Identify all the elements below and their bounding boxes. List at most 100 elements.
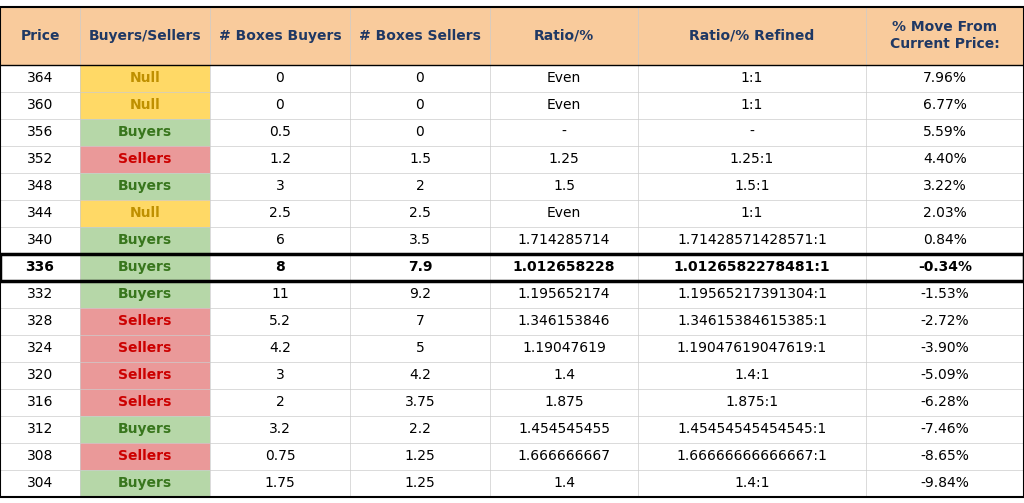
Text: 2: 2 — [275, 395, 285, 409]
Text: -3.90%: -3.90% — [921, 341, 970, 355]
Text: 1.5: 1.5 — [553, 179, 575, 193]
Bar — [80, 334, 210, 362]
Text: 6: 6 — [275, 233, 285, 247]
Text: 1.25: 1.25 — [549, 152, 580, 166]
Bar — [0, 254, 80, 281]
Bar — [210, 281, 350, 307]
Bar — [490, 334, 638, 362]
Text: 320: 320 — [27, 368, 53, 382]
Text: -1.53%: -1.53% — [921, 287, 970, 301]
Text: 0.75: 0.75 — [264, 449, 295, 463]
Text: 3.5: 3.5 — [409, 233, 431, 247]
Bar — [638, 254, 866, 281]
Text: 1.346153846: 1.346153846 — [518, 314, 610, 328]
Bar — [866, 334, 1024, 362]
Bar — [350, 334, 490, 362]
Text: Sellers: Sellers — [119, 314, 172, 328]
Bar — [210, 92, 350, 119]
Text: Buyers: Buyers — [118, 422, 172, 436]
Text: -9.84%: -9.84% — [921, 476, 970, 490]
Text: 1.454545455: 1.454545455 — [518, 422, 610, 436]
Text: 2.03%: 2.03% — [923, 206, 967, 220]
Bar — [350, 443, 490, 469]
Bar — [80, 173, 210, 200]
Bar — [350, 200, 490, 226]
Bar — [210, 173, 350, 200]
Bar — [866, 388, 1024, 415]
Text: Even: Even — [547, 71, 582, 85]
Text: Sellers: Sellers — [119, 395, 172, 409]
Bar — [0, 415, 80, 443]
Text: Even: Even — [547, 206, 582, 220]
Bar — [0, 64, 80, 92]
Text: 1.75: 1.75 — [264, 476, 295, 490]
Text: 1.4: 1.4 — [553, 476, 575, 490]
Text: -6.28%: -6.28% — [921, 395, 970, 409]
Bar — [350, 307, 490, 334]
Text: Ratio/%: Ratio/% — [534, 29, 594, 42]
Text: 1.66666666666667:1: 1.66666666666667:1 — [677, 449, 827, 463]
Bar — [0, 173, 80, 200]
Bar — [210, 307, 350, 334]
Bar — [866, 226, 1024, 254]
Bar — [80, 145, 210, 173]
Bar — [210, 145, 350, 173]
Text: 1.4: 1.4 — [553, 368, 575, 382]
Bar — [490, 415, 638, 443]
Bar — [0, 307, 80, 334]
Text: 4.40%: 4.40% — [923, 152, 967, 166]
Bar — [350, 469, 490, 496]
Text: 4.2: 4.2 — [409, 368, 431, 382]
Bar — [490, 469, 638, 496]
Text: 0: 0 — [416, 98, 424, 112]
Bar — [490, 254, 638, 281]
Text: 9.2: 9.2 — [409, 287, 431, 301]
Bar — [210, 388, 350, 415]
Text: 11: 11 — [271, 287, 289, 301]
Text: 3.75: 3.75 — [404, 395, 435, 409]
Bar — [350, 119, 490, 145]
Bar — [350, 388, 490, 415]
Text: 316: 316 — [27, 395, 53, 409]
Bar — [0, 362, 80, 388]
Text: 1.25: 1.25 — [404, 476, 435, 490]
Bar — [866, 173, 1024, 200]
Text: -: - — [750, 125, 755, 139]
Bar — [490, 64, 638, 92]
Bar — [638, 281, 866, 307]
Bar — [490, 145, 638, 173]
Text: 1.25: 1.25 — [404, 449, 435, 463]
Bar — [866, 200, 1024, 226]
Text: Price: Price — [20, 29, 59, 42]
Text: 0: 0 — [275, 71, 285, 85]
Bar — [210, 415, 350, 443]
Bar — [0, 145, 80, 173]
Bar — [80, 119, 210, 145]
Bar — [0, 469, 80, 496]
Text: 3: 3 — [275, 368, 285, 382]
Text: 1.4:1: 1.4:1 — [734, 476, 770, 490]
Bar — [80, 200, 210, 226]
Bar — [350, 64, 490, 92]
Bar — [210, 469, 350, 496]
Text: 2: 2 — [416, 179, 424, 193]
Text: Buyers: Buyers — [118, 125, 172, 139]
Bar — [490, 226, 638, 254]
Bar — [0, 200, 80, 226]
Text: 340: 340 — [27, 233, 53, 247]
Text: 1.4:1: 1.4:1 — [734, 368, 770, 382]
Text: 328: 328 — [27, 314, 53, 328]
Text: Null: Null — [130, 71, 161, 85]
Bar — [490, 173, 638, 200]
Bar — [638, 362, 866, 388]
Bar — [866, 469, 1024, 496]
Text: 1.714285714: 1.714285714 — [518, 233, 610, 247]
Text: 324: 324 — [27, 341, 53, 355]
Bar — [80, 64, 210, 92]
Bar — [866, 281, 1024, 307]
Bar — [80, 254, 210, 281]
Text: 3: 3 — [275, 179, 285, 193]
Text: Null: Null — [130, 206, 161, 220]
Text: % Move From
Current Price:: % Move From Current Price: — [890, 21, 999, 51]
Text: Null: Null — [130, 98, 161, 112]
